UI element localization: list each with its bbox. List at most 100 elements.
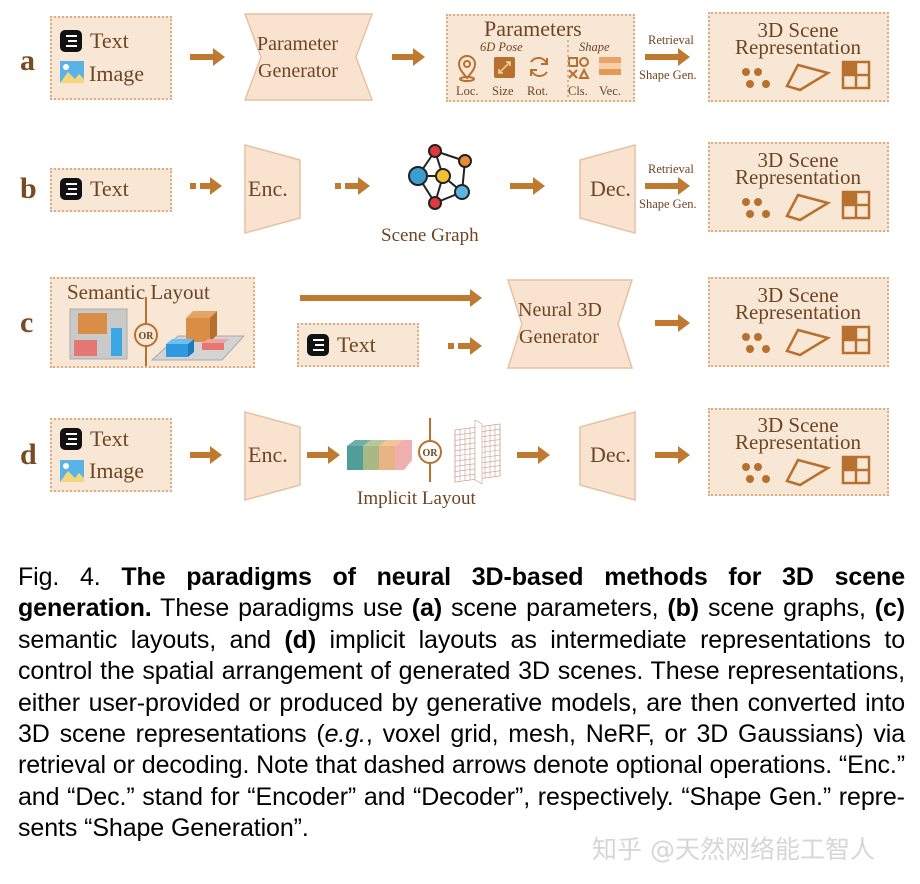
implicit-layout-label: Implicit Layout (357, 488, 476, 509)
dashed-arrow (190, 177, 222, 195)
figure-caption: Fig. 4. The paradigms of neural 3D-based… (18, 562, 905, 845)
caption-title: The paradigms of neural 3D-based methods… (18, 563, 905, 623)
shape-classes-icon (568, 57, 590, 79)
decoder-block-b (579, 144, 636, 234)
caption-text: , voxel grid, mesh, NeRF, or 3D Gaussian… (18, 720, 906, 843)
caption-text: scene parameters, (442, 594, 668, 623)
generator-label: Parameter (257, 33, 339, 55)
caption-ref-a: (a) (411, 594, 443, 623)
point-cloud-icon (742, 198, 770, 218)
input-text-label: Text (337, 332, 376, 357)
or-circle (418, 440, 442, 464)
parameters-title: Parameters (484, 16, 582, 41)
arrow (190, 48, 225, 66)
row-label-c: c (20, 306, 34, 339)
param-loc: Loc. (456, 84, 479, 98)
caption-text: implicit layouts as intermediate represe… (18, 625, 906, 749)
row-label-a: a (20, 44, 35, 77)
scene-rep-title: 3D Scene Representation (708, 18, 888, 59)
mesh-icon (785, 63, 832, 92)
arrow (190, 446, 222, 464)
diagram-shapes: OR OR (60, 13, 871, 501)
scene-graph-label: Scene Graph (381, 225, 479, 246)
semantic-layout-title: Semantic Layout (67, 280, 210, 304)
scene-graph-icon (408, 144, 472, 210)
scene-rep-line2: Representation (735, 300, 861, 324)
retrieval-label: Retrieval (648, 33, 694, 47)
input-image-label: Image (89, 61, 144, 86)
scene-rep-title: 3D Scene Representation (708, 415, 888, 454)
arrow (655, 314, 690, 332)
arrow (645, 48, 690, 66)
generator-label: Neural 3D (518, 299, 602, 321)
encoder-block-d (244, 411, 301, 501)
feature-slabs-icon (347, 440, 412, 470)
decoder-label: Dec. (590, 176, 631, 201)
or-label: OR (423, 448, 439, 459)
input-text-label: Text (90, 176, 129, 201)
scene-representation-icons (742, 325, 871, 357)
text-icon (307, 334, 329, 356)
mesh-icon (785, 458, 832, 487)
scene-rep-line1: 3D Scene (757, 283, 839, 307)
scene-rep-line2: Representation (735, 35, 861, 59)
point-cloud-icon (742, 333, 770, 353)
input-text-label: Text (90, 28, 129, 53)
row-label-b: b (20, 172, 37, 205)
pose-label: 6D Pose (480, 40, 523, 54)
caption-text: scene graphs, (699, 594, 875, 623)
row-label-d: d (20, 438, 37, 471)
scene-representation-icons (742, 190, 871, 222)
location-pin-icon (457, 55, 477, 82)
scene-rep-title: 3D Scene Representation (708, 148, 888, 189)
scene-rep-line2: Representation (735, 430, 861, 454)
image-icon (60, 460, 84, 482)
shape-gen-label: Shape Gen. (639, 197, 697, 211)
vector-bars-icon (599, 57, 621, 75)
arrow (517, 446, 550, 464)
shape-gen-label: Shape Gen. (639, 68, 697, 82)
caption-eg: e.g. (324, 720, 366, 749)
mesh-icon (785, 328, 832, 357)
dashed-arrow (335, 177, 370, 195)
scene-rep-title: 3D Scene Representation (708, 283, 888, 324)
parameter-generator-block (243, 13, 374, 101)
triplane-grid-icon (454, 419, 501, 485)
encoder-label: Enc. (248, 442, 288, 467)
2d-layout-icon (69, 308, 128, 360)
param-size: Size (492, 84, 514, 98)
encoder-label: Enc. (248, 176, 288, 201)
scene-rep-line1: 3D Scene (757, 148, 839, 172)
arrow (510, 177, 545, 195)
decoder-block-d (579, 411, 636, 501)
voxel-grid-icon (841, 60, 871, 90)
arrow (392, 48, 425, 66)
rotate-icon (530, 57, 548, 77)
voxel-grid-icon (841, 325, 871, 355)
mesh-icon (785, 193, 832, 222)
3d-layout-icon (150, 311, 246, 361)
text-icon (60, 178, 82, 200)
decoder-label: Dec. (590, 442, 631, 467)
voxel-grid-icon (841, 190, 871, 220)
caption-ref-b: (b) (667, 594, 700, 623)
scene-representation-icons (742, 455, 871, 487)
param-cls: Cls. (568, 84, 588, 98)
point-cloud-icon (742, 68, 770, 88)
or-label: OR (139, 331, 155, 342)
neural-3d-generator-block (506, 279, 634, 369)
scene-rep-line2: Representation (735, 165, 861, 189)
shape-label: Shape (579, 40, 610, 54)
dashed-arrow (448, 337, 482, 355)
param-rot: Rot. (527, 84, 549, 98)
generator-label: Generator (258, 60, 338, 82)
or-circle (134, 323, 158, 347)
input-text-label: Text (90, 426, 129, 451)
input-image-label: Image (89, 458, 144, 483)
scene-rep-line1: 3D Scene (757, 18, 839, 42)
voxel-grid-icon (841, 455, 871, 485)
arrow (300, 289, 482, 307)
param-vec: Vec. (599, 84, 621, 98)
caption-text: semantic layouts, and (18, 625, 285, 654)
